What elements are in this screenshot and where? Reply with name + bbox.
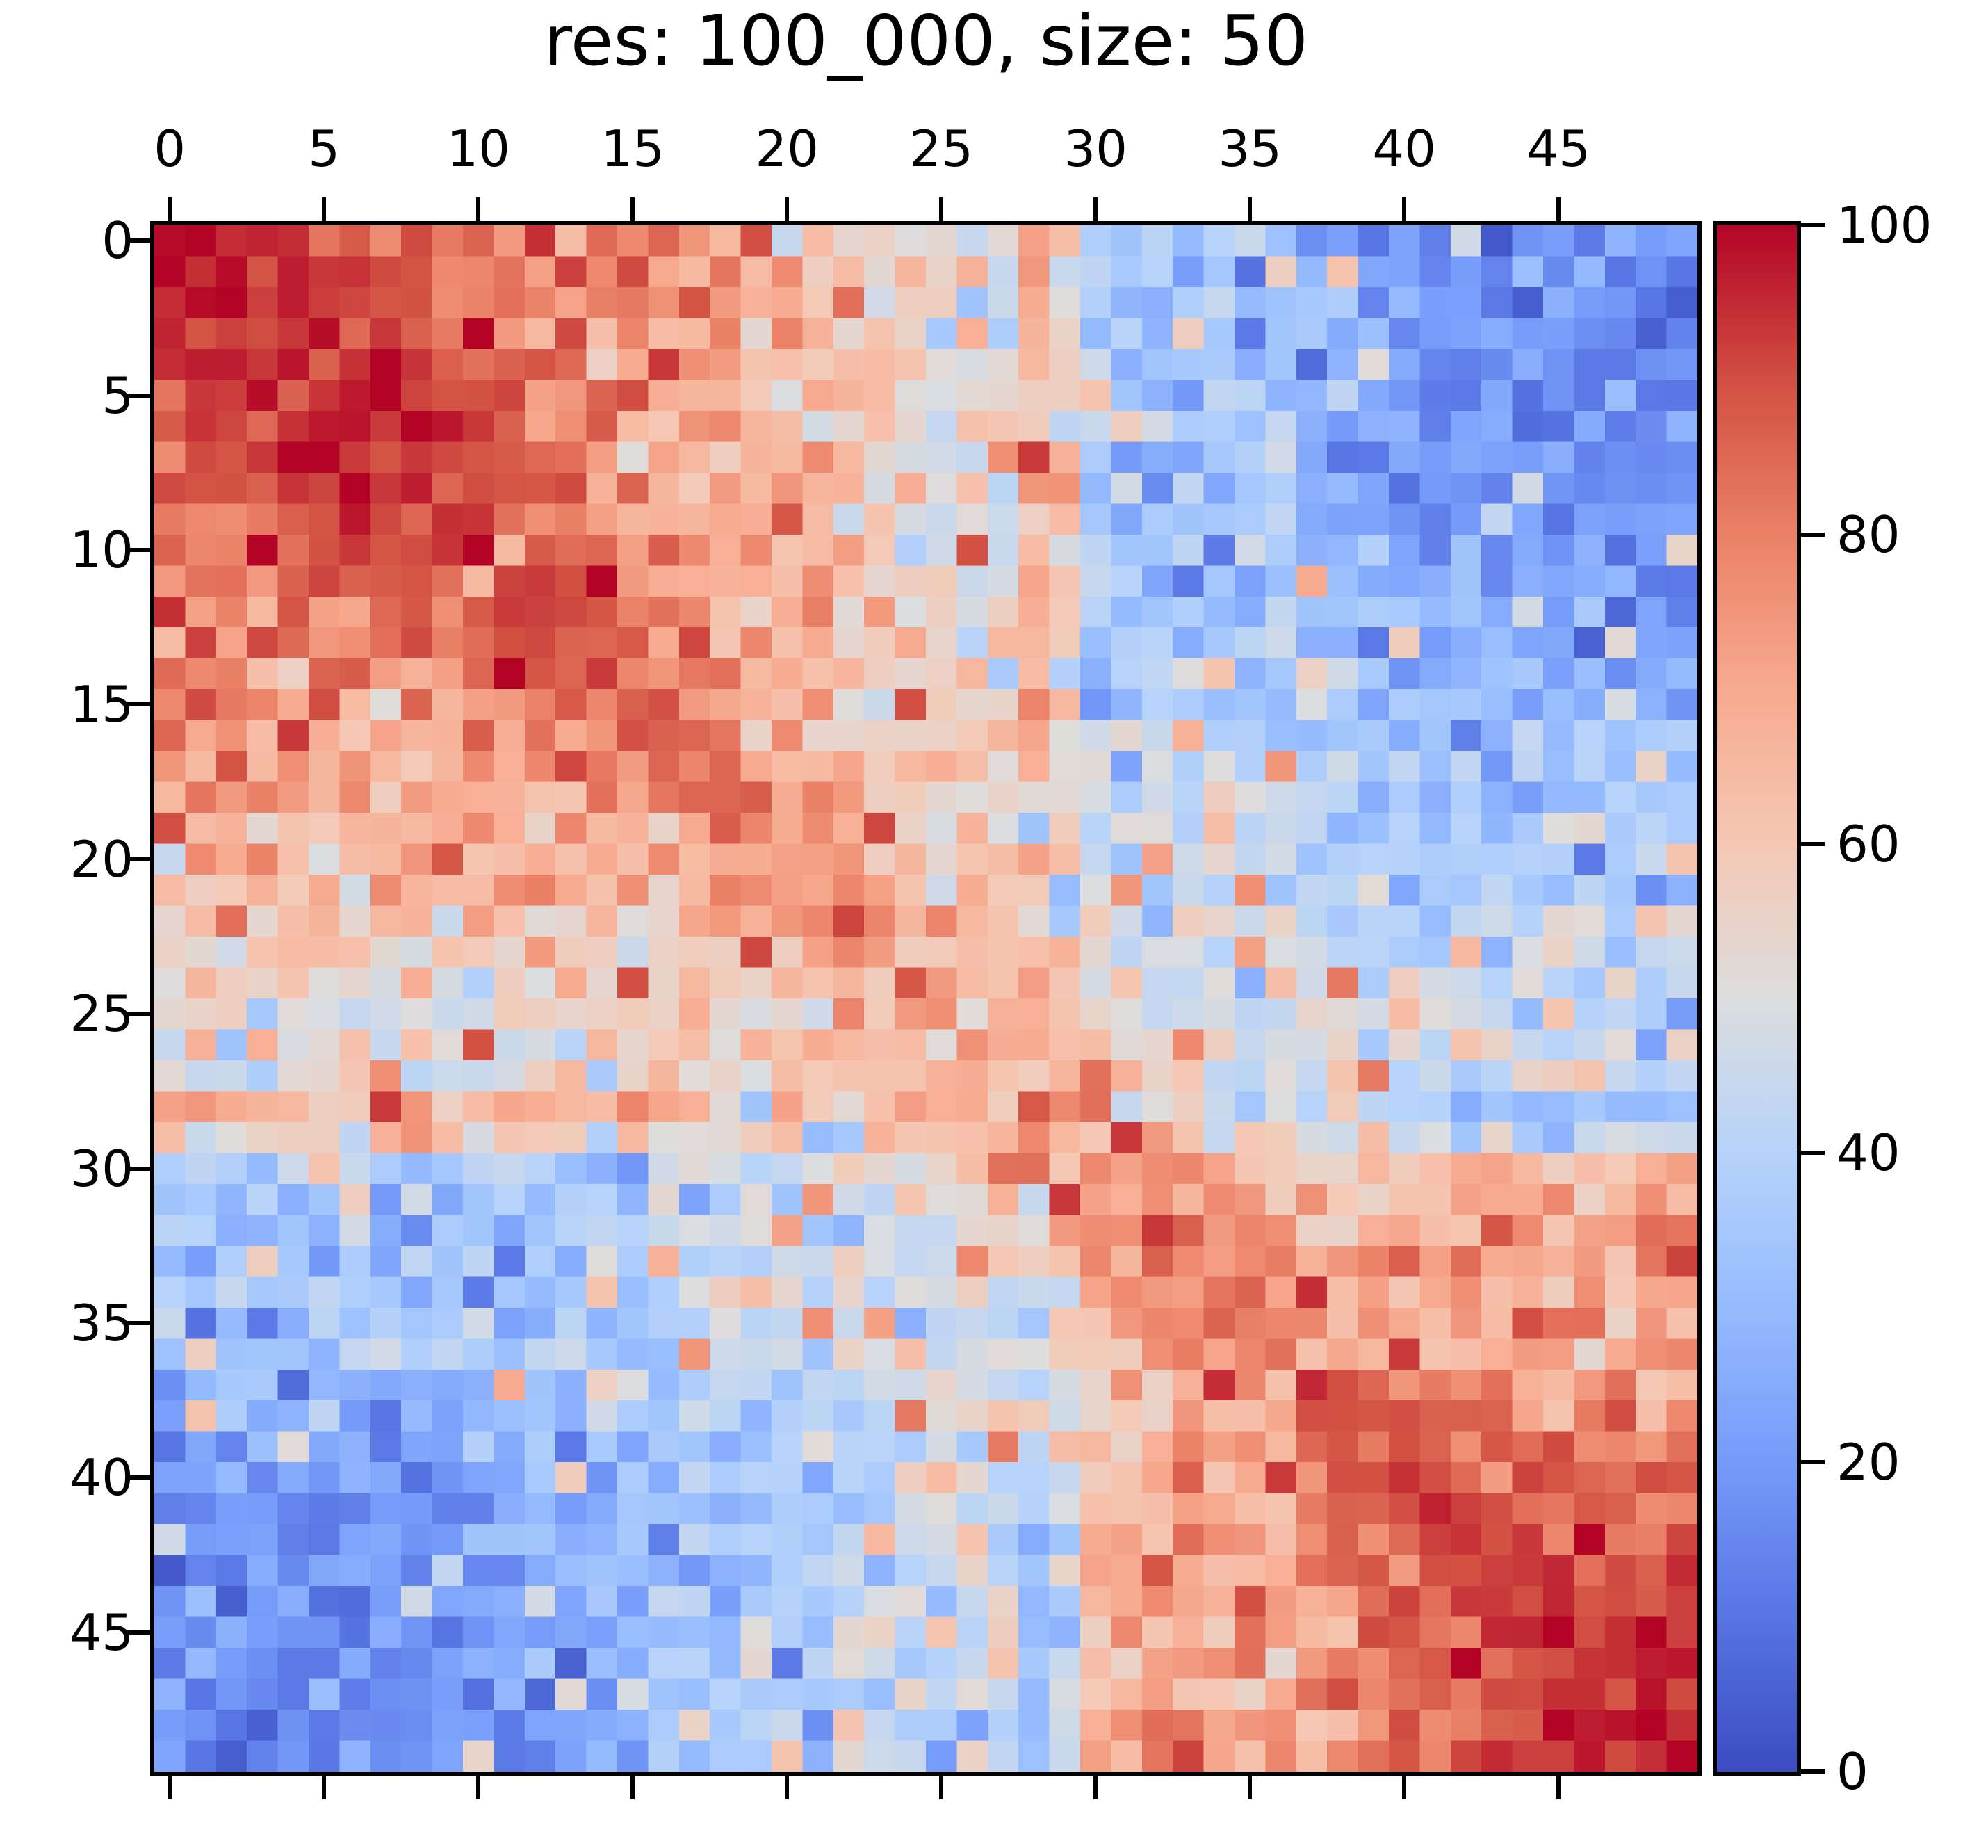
x-tickmark-top [630, 197, 635, 225]
x-tick-label: 45 [1526, 120, 1590, 178]
y-tickmark [127, 1630, 154, 1635]
colorbar-tickmark [1797, 223, 1825, 227]
y-tick-label: 35 [70, 1294, 133, 1353]
y-tickmark [127, 548, 154, 553]
heatmap-image [154, 225, 1697, 1772]
x-tickmark-top [785, 197, 790, 225]
y-tick-label: 45 [70, 1603, 133, 1662]
x-tick-label: 20 [755, 120, 819, 178]
x-tickmark-top [168, 197, 172, 225]
x-tickmark-bottom [939, 1772, 944, 1799]
x-tickmark-bottom [322, 1772, 327, 1799]
y-tickmark [127, 238, 154, 243]
x-tickmark-bottom [630, 1772, 635, 1799]
y-tick-label: 30 [70, 1139, 133, 1198]
x-tick-label: 5 [308, 120, 341, 178]
colorbar-tick-label: 80 [1836, 505, 1900, 564]
x-tickmark-top [1093, 197, 1098, 225]
colorbar [1717, 225, 1797, 1772]
y-tickmark [127, 1475, 154, 1480]
x-tick-label: 10 [446, 120, 510, 178]
x-tickmark-bottom [1093, 1772, 1098, 1799]
x-tickmark-bottom [1248, 1772, 1253, 1799]
y-tick-label: 40 [70, 1448, 133, 1507]
colorbar-tickmark [1797, 1769, 1825, 1774]
x-tickmark-top [1402, 197, 1407, 225]
colorbar-tick-label: 100 [1836, 196, 1932, 254]
y-tickmark [127, 393, 154, 398]
y-tick-label: 15 [70, 675, 133, 734]
y-tickmark [127, 702, 154, 707]
x-tickmark-bottom [1556, 1772, 1561, 1799]
colorbar-tick-label: 0 [1836, 1742, 1868, 1801]
x-tick-label: 25 [909, 120, 973, 178]
x-tickmark-top [939, 197, 944, 225]
y-tickmark [127, 857, 154, 861]
x-tickmark-top [476, 197, 481, 225]
y-tick-label: 5 [101, 366, 133, 425]
y-tickmark [127, 1166, 154, 1171]
x-tick-label: 40 [1372, 120, 1436, 178]
x-tickmark-top [1248, 197, 1253, 225]
chart-title: res: 100_000, size: 50 [544, 0, 1308, 81]
colorbar-tickmark [1797, 1151, 1825, 1156]
colorbar-tickmark [1797, 841, 1825, 846]
y-tick-label: 20 [70, 829, 133, 889]
y-tick-label: 10 [70, 521, 133, 580]
colorbar-tick-label: 60 [1836, 814, 1900, 873]
colorbar-tickmark [1797, 1460, 1825, 1465]
y-tick-label: 25 [70, 984, 133, 1044]
colorbar-tick-label: 20 [1836, 1433, 1900, 1492]
colorbar-tickmark [1797, 532, 1825, 537]
y-tickmark [127, 1321, 154, 1326]
x-tickmark-bottom [168, 1772, 172, 1799]
x-tick-label: 30 [1064, 120, 1127, 178]
x-tickmark-bottom [1402, 1772, 1407, 1799]
x-tick-label: 0 [154, 120, 186, 178]
x-tick-label: 15 [601, 120, 665, 178]
x-tick-label: 35 [1218, 120, 1282, 178]
x-tickmark-top [322, 197, 327, 225]
y-tick-label: 0 [101, 211, 133, 270]
x-tickmark-top [1556, 197, 1561, 225]
colorbar-tick-label: 40 [1836, 1124, 1900, 1183]
x-tickmark-bottom [785, 1772, 790, 1799]
y-tickmark [127, 1012, 154, 1016]
x-tickmark-bottom [476, 1772, 481, 1799]
